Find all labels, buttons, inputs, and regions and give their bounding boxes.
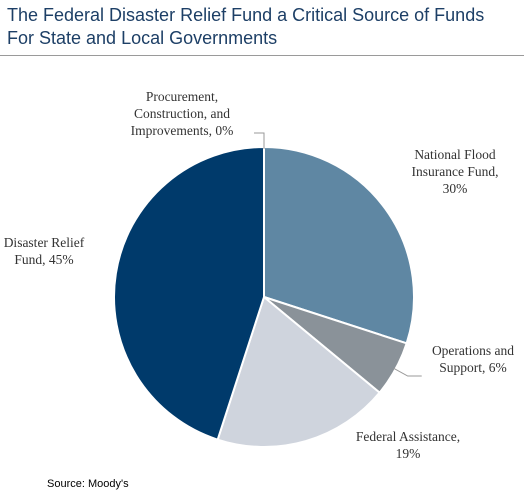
slice-value-label: 30% (442, 181, 468, 196)
pie-slice (113, 145, 265, 441)
pie-slice (216, 295, 381, 448)
slice-value-label: 6% (488, 360, 507, 375)
chart-title: The Federal Disaster Relief Fund a Criti… (7, 4, 484, 50)
title-line: The Federal Disaster Relief Fund a Criti… (7, 5, 485, 25)
title-line: For State and Local Governments (7, 28, 278, 48)
leader-line (254, 132, 265, 149)
slice-value-label: 0% (215, 123, 234, 138)
leader-line (393, 367, 422, 377)
source-note: Source: Moody's (47, 478, 129, 490)
slice-label: Procurement, Construction, and Improveme… (121, 88, 243, 139)
slice-label: Federal Assistance 19% (346, 428, 470, 462)
slice-label: National Flood Insurance Fund 30% (403, 146, 507, 197)
pie-slice (263, 145, 415, 345)
slice-value-label: 19% (395, 446, 421, 461)
slice-label: Disaster Relief Fund 45% (0, 234, 92, 268)
slice-value-label: 45% (48, 252, 74, 267)
slice-category: Federal Assistance (356, 429, 460, 444)
title-rule (0, 55, 524, 56)
slice-label: Operations and Support 6% (421, 342, 525, 376)
slice-category: National Flood Insurance Fund (412, 147, 499, 179)
